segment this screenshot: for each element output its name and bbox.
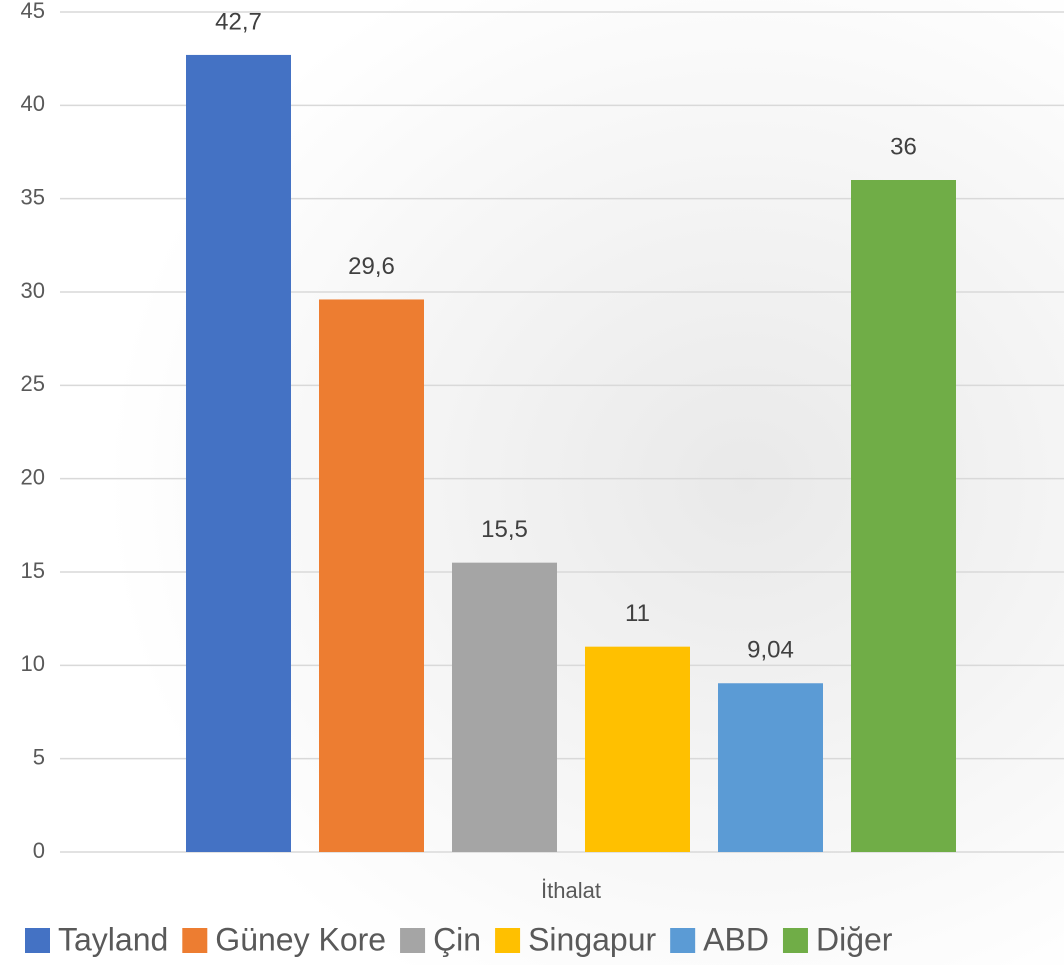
legend-label: Diğer — [816, 921, 893, 957]
bar — [186, 54, 291, 852]
value-label: 15,5 — [481, 516, 528, 543]
y-tick-label: 45 — [21, 0, 45, 23]
x-tick-label: İthalat — [541, 878, 601, 903]
legend-label: Çin — [433, 921, 481, 957]
legend-swatch — [25, 928, 50, 953]
legend-label: Güney Kore — [215, 921, 386, 957]
bar — [585, 646, 690, 852]
legend-swatch — [782, 928, 808, 953]
legend-swatch — [400, 928, 426, 953]
y-tick-label: 0 — [33, 838, 45, 863]
legend-swatch — [182, 928, 208, 953]
y-tick-label: 30 — [21, 278, 45, 303]
y-tick-label: 25 — [21, 371, 45, 396]
y-tick-label: 20 — [21, 464, 45, 489]
bar — [319, 299, 424, 852]
y-tick-label: 10 — [21, 651, 45, 676]
bar — [851, 180, 956, 852]
y-tick-label: 35 — [21, 184, 45, 209]
bar — [452, 562, 557, 852]
value-label: 11 — [625, 600, 650, 627]
y-tick-label: 40 — [21, 91, 45, 116]
value-label: 29,6 — [348, 253, 395, 280]
value-label: 9,04 — [747, 637, 794, 664]
value-label: 36 — [890, 133, 917, 160]
legend-label: Tayland — [58, 921, 168, 957]
legend-label: ABD — [703, 921, 769, 957]
legend-swatch — [495, 928, 521, 953]
bar — [718, 683, 823, 852]
y-tick-label: 5 — [33, 744, 45, 769]
legend-label: Singapur — [528, 921, 656, 957]
y-tick-label: 15 — [21, 558, 45, 583]
value-label: 42,7 — [215, 8, 262, 35]
legend-swatch — [670, 928, 696, 953]
